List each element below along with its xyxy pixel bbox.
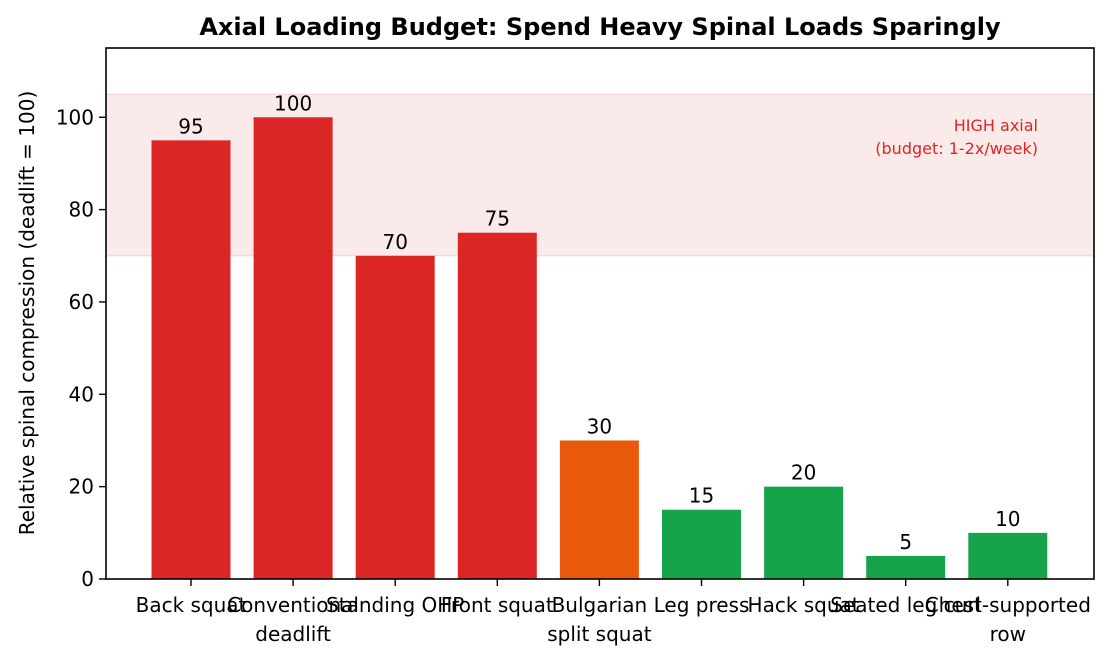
x-tick-label: row: [990, 622, 1026, 646]
x-tick-label: Standing OHP: [326, 593, 464, 617]
plot-frame: [105, 47, 1095, 580]
bar-value-label: 95: [178, 114, 203, 138]
bars-layer: 95 100 70 75 30 15 20 5 10: [151, 91, 1048, 580]
x-tick-label: Conventional: [227, 593, 359, 617]
bar: [662, 509, 741, 579]
x-tick-label: Back squat: [136, 593, 247, 617]
bar-value-label: 30: [587, 414, 612, 438]
x-tick-label: Front squat: [441, 593, 554, 617]
y-axis-label: Relative spinal compression (deadlift = …: [15, 91, 39, 536]
bar: [764, 486, 844, 579]
x-tick-label: Leg press: [654, 593, 750, 617]
bar: [968, 532, 1048, 579]
y-tick-label: 0: [81, 567, 94, 591]
bar-value-label: 15: [689, 484, 714, 508]
band-label-line: HIGH axial: [954, 116, 1038, 135]
x-tick-label: Hack squat: [748, 593, 860, 617]
x-tick-label: deadlift: [255, 622, 331, 646]
bar: [457, 232, 537, 579]
y-tick-label: 40: [69, 382, 94, 406]
bar: [866, 555, 946, 579]
bar-value-label: 75: [485, 207, 510, 231]
chart-title: Axial Loading Budget: Spend Heavy Spinal…: [199, 13, 1001, 41]
bar-value-label: 100: [274, 91, 312, 115]
bar: [355, 255, 435, 580]
x-tick-label: Seated leg curl: [830, 593, 981, 617]
y-tick-label: 80: [69, 198, 94, 222]
x-tick-label: Bulgarian: [552, 593, 648, 617]
x-tick-label: Chest-supported: [925, 593, 1091, 617]
bar: [559, 440, 639, 579]
bar: [253, 117, 333, 580]
bar-value-label: 20: [791, 461, 816, 485]
y-tick-label: 60: [69, 290, 94, 314]
y-tick-label: 20: [69, 475, 94, 499]
bar-value-label: 10: [995, 507, 1020, 531]
band-label-line: (budget: 1-2x/week): [875, 139, 1038, 158]
bar: [151, 140, 231, 579]
bar-value-label: 70: [382, 230, 407, 254]
bar-value-label: 5: [899, 530, 912, 554]
y-tick-label: 100: [56, 105, 94, 129]
y-axis-ticks: 0 20 40 60 80 100: [56, 105, 106, 591]
x-tick-label: split squat: [547, 622, 651, 646]
